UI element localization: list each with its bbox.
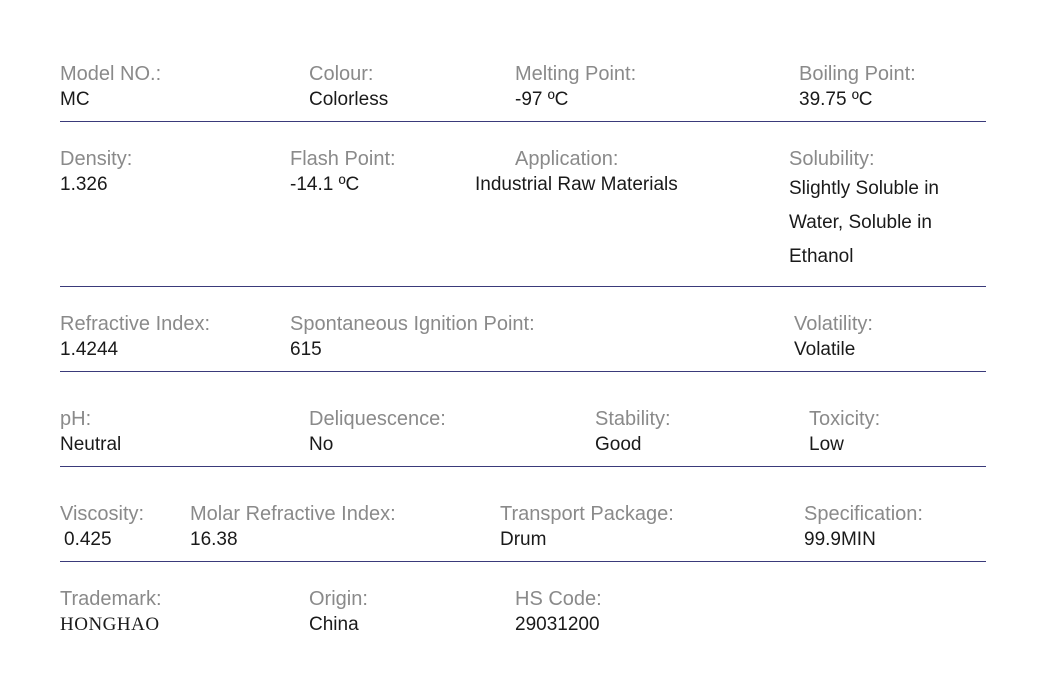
label-toxicity: Toxicity:	[805, 406, 976, 432]
row-5: Viscosity: 0.425 Molar Refractive Index:…	[60, 495, 986, 562]
value-colour: Colorless	[305, 87, 505, 113]
label-density: Density:	[60, 146, 280, 172]
value-ph: Neutral	[60, 432, 295, 458]
label-ph: pH:	[60, 406, 295, 432]
value-application: Industrial Raw Materials	[475, 172, 775, 198]
field-ph: pH: Neutral	[60, 406, 305, 458]
field-origin: Origin: China	[305, 586, 515, 638]
value-ignition-point: 615	[290, 337, 780, 363]
value-transport-package: Drum	[500, 527, 790, 553]
label-specification: Specification:	[800, 501, 976, 527]
row-1: Model NO.: MC Colour: Colorless Melting …	[60, 55, 986, 122]
value-origin: China	[305, 612, 505, 638]
field-specification: Specification: 99.9MIN	[800, 501, 986, 553]
field-transport-package: Transport Package: Drum	[500, 501, 800, 553]
field-solubility: Solubility: Slightly Soluble in Water, S…	[785, 146, 986, 278]
field-toxicity: Toxicity: Low	[805, 406, 986, 458]
field-stability: Stability: Good	[595, 406, 805, 458]
field-refractive-index: Refractive Index: 1.4244	[60, 311, 290, 363]
field-viscosity: Viscosity: 0.425	[60, 501, 190, 553]
field-trademark: Trademark: HONGHAO	[60, 586, 305, 638]
field-ignition-point: Spontaneous Ignition Point: 615	[290, 311, 790, 363]
label-melting-point: Melting Point:	[515, 61, 785, 87]
row-2: Density: 1.326 Flash Point: -14.1 ºC App…	[60, 140, 986, 287]
label-refractive-index: Refractive Index:	[60, 311, 280, 337]
value-density: 1.326	[60, 172, 280, 198]
value-toxicity: Low	[805, 432, 976, 458]
label-molar-refractive-index: Molar Refractive Index:	[190, 501, 490, 527]
value-trademark: HONGHAO	[60, 612, 295, 638]
value-hs-code: 29031200	[515, 612, 976, 638]
label-model-no: Model NO.:	[60, 61, 295, 87]
value-model-no: MC	[60, 87, 295, 113]
field-model-no: Model NO.: MC	[60, 61, 305, 113]
value-flash-point: -14.1 ºC	[290, 172, 465, 198]
field-application: Application: Industrial Raw Materials	[475, 146, 785, 198]
label-viscosity: Viscosity:	[60, 501, 180, 527]
value-specification: 99.9MIN	[800, 527, 976, 553]
value-deliquescence: No	[305, 432, 585, 458]
field-density: Density: 1.326	[60, 146, 290, 198]
field-boiling-point: Boiling Point: 39.75 ºC	[795, 61, 986, 113]
label-volatility: Volatility:	[790, 311, 976, 337]
field-volatility: Volatility: Volatile	[790, 311, 986, 363]
label-ignition-point: Spontaneous Ignition Point:	[290, 311, 780, 337]
field-molar-refractive-index: Molar Refractive Index: 16.38	[190, 501, 500, 553]
value-melting-point: -97 ºC	[515, 87, 785, 113]
field-colour: Colour: Colorless	[305, 61, 515, 113]
value-viscosity: 0.425	[60, 527, 180, 553]
field-deliquescence: Deliquescence: No	[305, 406, 595, 458]
label-colour: Colour:	[305, 61, 505, 87]
label-solubility: Solubility:	[785, 146, 976, 172]
value-volatility: Volatile	[790, 337, 976, 363]
value-boiling-point: 39.75 ºC	[795, 87, 976, 113]
value-solubility: Slightly Soluble in Water, Soluble in Et…	[785, 172, 976, 274]
field-melting-point: Melting Point: -97 ºC	[515, 61, 795, 113]
field-hs-code: HS Code: 29031200	[515, 586, 986, 638]
label-deliquescence: Deliquescence:	[305, 406, 585, 432]
value-molar-refractive-index: 16.38	[190, 527, 490, 553]
label-stability: Stability:	[595, 406, 795, 432]
spec-sheet: Model NO.: MC Colour: Colorless Melting …	[0, 0, 1046, 686]
row-3: Refractive Index: 1.4244 Spontaneous Ign…	[60, 305, 986, 372]
value-refractive-index: 1.4244	[60, 337, 280, 363]
label-application: Application:	[475, 146, 775, 172]
label-transport-package: Transport Package:	[500, 501, 790, 527]
label-boiling-point: Boiling Point:	[795, 61, 976, 87]
row-4: pH: Neutral Deliquescence: No Stability:…	[60, 400, 986, 467]
field-flash-point: Flash Point: -14.1 ºC	[290, 146, 475, 198]
value-stability: Good	[595, 432, 795, 458]
label-flash-point: Flash Point:	[290, 146, 465, 172]
